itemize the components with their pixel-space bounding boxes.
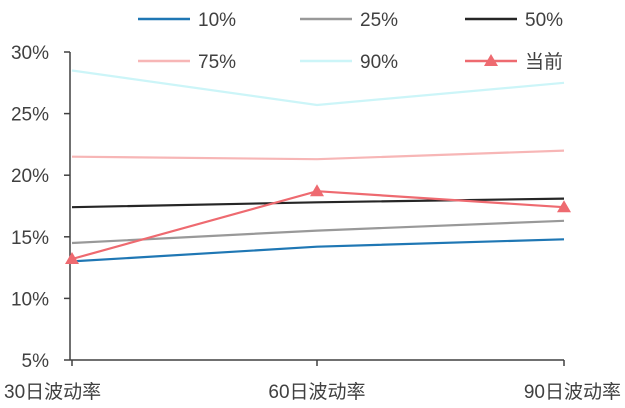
y-tick-label: 15%	[11, 228, 49, 249]
legend-item: 75%	[138, 52, 236, 73]
series-line-3	[71, 149, 565, 161]
current-point-marker	[557, 200, 571, 213]
legend-label: 75%	[198, 52, 236, 73]
y-tick-label: 20%	[11, 166, 49, 187]
x-category-label: 30日波动率	[4, 381, 101, 403]
plot-area	[65, 69, 571, 264]
legend-label: 10%	[198, 10, 236, 31]
legend-label: 25%	[360, 10, 398, 31]
x-category-label: 90日波动率	[524, 381, 621, 403]
legend-item: 当前	[465, 51, 563, 73]
y-tick-label: 30%	[11, 43, 49, 64]
series-line-1	[71, 219, 565, 245]
series-line-4	[71, 69, 565, 107]
axes: 5% 10% 15% 20% 25% 30% 30日波动率 60日波动率 90日波动率	[4, 43, 621, 403]
x-category-label: 60日波动率	[268, 381, 365, 403]
legend-item: 50%	[465, 10, 563, 31]
y-tick-label: 5%	[22, 351, 50, 372]
legend-label: 90%	[360, 52, 398, 73]
y-tick-label: 10%	[11, 289, 49, 310]
series-line-0	[71, 238, 565, 263]
current-point-marker	[65, 251, 79, 264]
legend-item: 10%	[138, 10, 236, 31]
series-line-2	[71, 197, 565, 209]
legend-label: 50%	[525, 10, 563, 31]
legend-item: 25%	[300, 10, 398, 31]
legend-item: 90%	[300, 52, 398, 73]
legend: 10% 25% 50% 75% 90% 当前	[138, 10, 563, 73]
legend-marker	[484, 54, 498, 66]
y-tick-label: 25%	[11, 105, 49, 126]
current-point-marker	[310, 184, 324, 197]
legend-label: 当前	[525, 51, 563, 73]
